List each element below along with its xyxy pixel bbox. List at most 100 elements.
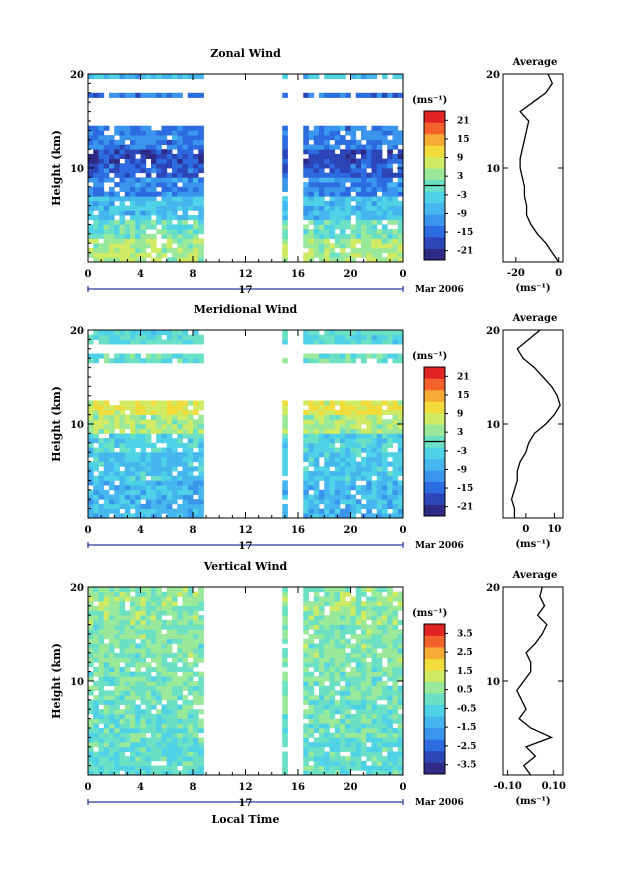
heatmap-cell — [166, 648, 173, 654]
heatmap-cell — [350, 186, 357, 192]
heatmap-cell — [366, 191, 372, 197]
heatmap-cell — [166, 125, 173, 131]
heatmap-cell — [313, 139, 320, 145]
heatmap-cell — [119, 596, 126, 602]
heatmap-cell — [366, 229, 372, 235]
heatmap-cell — [130, 732, 136, 738]
heatmap-cell — [303, 330, 309, 336]
heatmap-cell — [193, 466, 199, 472]
heatmap-cell — [313, 643, 320, 649]
colorbar-tick-label: -9 — [457, 465, 467, 475]
heatmap-cell — [161, 424, 168, 430]
heatmap-cell — [397, 770, 404, 776]
heatmap-cell — [161, 177, 168, 183]
heatmap-cell — [119, 428, 126, 434]
heatmap-cell — [187, 634, 194, 640]
heatmap-cell — [350, 438, 357, 444]
heatmap-cell — [361, 704, 367, 710]
heatmap-cell — [124, 610, 131, 616]
heatmap-cell — [345, 186, 351, 192]
heatmap-cell — [98, 177, 105, 183]
heatmap-cell — [166, 452, 173, 458]
heatmap-cell — [130, 765, 136, 771]
heatmap-cell — [308, 428, 315, 434]
heatmap-cell — [114, 139, 120, 145]
heatmap-cell — [172, 728, 178, 734]
heatmap-cell — [130, 713, 136, 719]
heatmap-cell — [371, 713, 378, 719]
heatmap-cell — [135, 461, 141, 467]
heatmap-cell — [282, 247, 288, 253]
heatmap-cell — [130, 662, 136, 668]
heatmap-cell — [145, 456, 152, 462]
heatmap-cell — [109, 153, 115, 159]
heatmap-cell — [334, 629, 341, 635]
heatmap-cell — [387, 200, 393, 206]
heatmap-cell — [177, 158, 183, 164]
heatmap-cell — [103, 489, 110, 495]
heatmap-cell — [319, 508, 325, 514]
heatmap-cell — [193, 409, 199, 415]
heatmap-cell — [366, 662, 372, 668]
heatmap-cell — [397, 718, 404, 724]
heatmap-cell — [376, 447, 383, 453]
heatmap-cell — [182, 419, 189, 425]
heatmap-cell — [109, 210, 115, 216]
heatmap-cell — [177, 163, 183, 169]
heatmap-cell — [198, 765, 204, 771]
heatmap-cell — [303, 125, 309, 131]
heatmap-cell — [98, 196, 105, 202]
heatmap-cell — [93, 489, 99, 495]
heatmap-cell — [124, 746, 131, 752]
heatmap-cell — [340, 149, 346, 155]
heatmap-cell — [355, 643, 362, 649]
heatmap-cell — [109, 135, 115, 141]
heatmap-cell — [130, 130, 136, 136]
heatmap-cell — [387, 494, 393, 500]
heatmap-cell — [303, 494, 309, 500]
heatmap-cell — [340, 746, 346, 752]
heatmap-cell — [119, 358, 126, 364]
heatmap-cell — [308, 438, 315, 444]
heatmap-cell — [198, 756, 204, 762]
heatmap-cell — [109, 243, 115, 249]
heatmap-cell — [103, 149, 110, 155]
heatmap-cell — [109, 215, 115, 221]
heatmap-cell — [193, 596, 199, 602]
heatmap-cell — [172, 144, 178, 150]
heatmap-cell — [361, 405, 367, 411]
heatmap-cell — [166, 409, 173, 415]
heatmap-cell — [329, 471, 336, 477]
heatmap-cell — [166, 414, 173, 420]
heatmap-cell — [355, 671, 362, 677]
heatmap-cell — [88, 135, 94, 141]
heatmap-cell — [156, 601, 162, 607]
heatmap-cell — [282, 466, 288, 472]
heatmap-cell — [387, 760, 393, 766]
heatmap-cell — [161, 135, 168, 141]
heatmap-cell — [88, 130, 94, 136]
heatmap-cell — [119, 149, 126, 155]
heatmap-cell — [140, 238, 147, 244]
heatmap-cell — [397, 737, 404, 743]
heatmap-cell — [114, 489, 120, 495]
heatmap-cell — [135, 605, 141, 611]
heatmap-cell — [392, 144, 399, 150]
heatmap-cell — [93, 634, 99, 640]
heatmap-cell — [361, 605, 367, 611]
heatmap-cell — [397, 74, 404, 80]
heatmap-cell — [172, 652, 178, 658]
heatmap-cell — [172, 125, 178, 131]
heatmap-cell — [313, 414, 320, 420]
heatmap-cell — [282, 765, 288, 771]
heatmap-cell — [161, 704, 168, 710]
heatmap-cell — [303, 681, 309, 687]
heatmap-cell — [313, 770, 320, 776]
heatmap-cell — [366, 153, 372, 159]
heatmap-cell — [103, 742, 110, 748]
heatmap-cell — [151, 163, 157, 169]
heatmap-cell — [345, 252, 351, 258]
heatmap-cell — [324, 224, 330, 230]
heatmap-cell — [151, 624, 157, 630]
heatmap-cell — [177, 238, 183, 244]
